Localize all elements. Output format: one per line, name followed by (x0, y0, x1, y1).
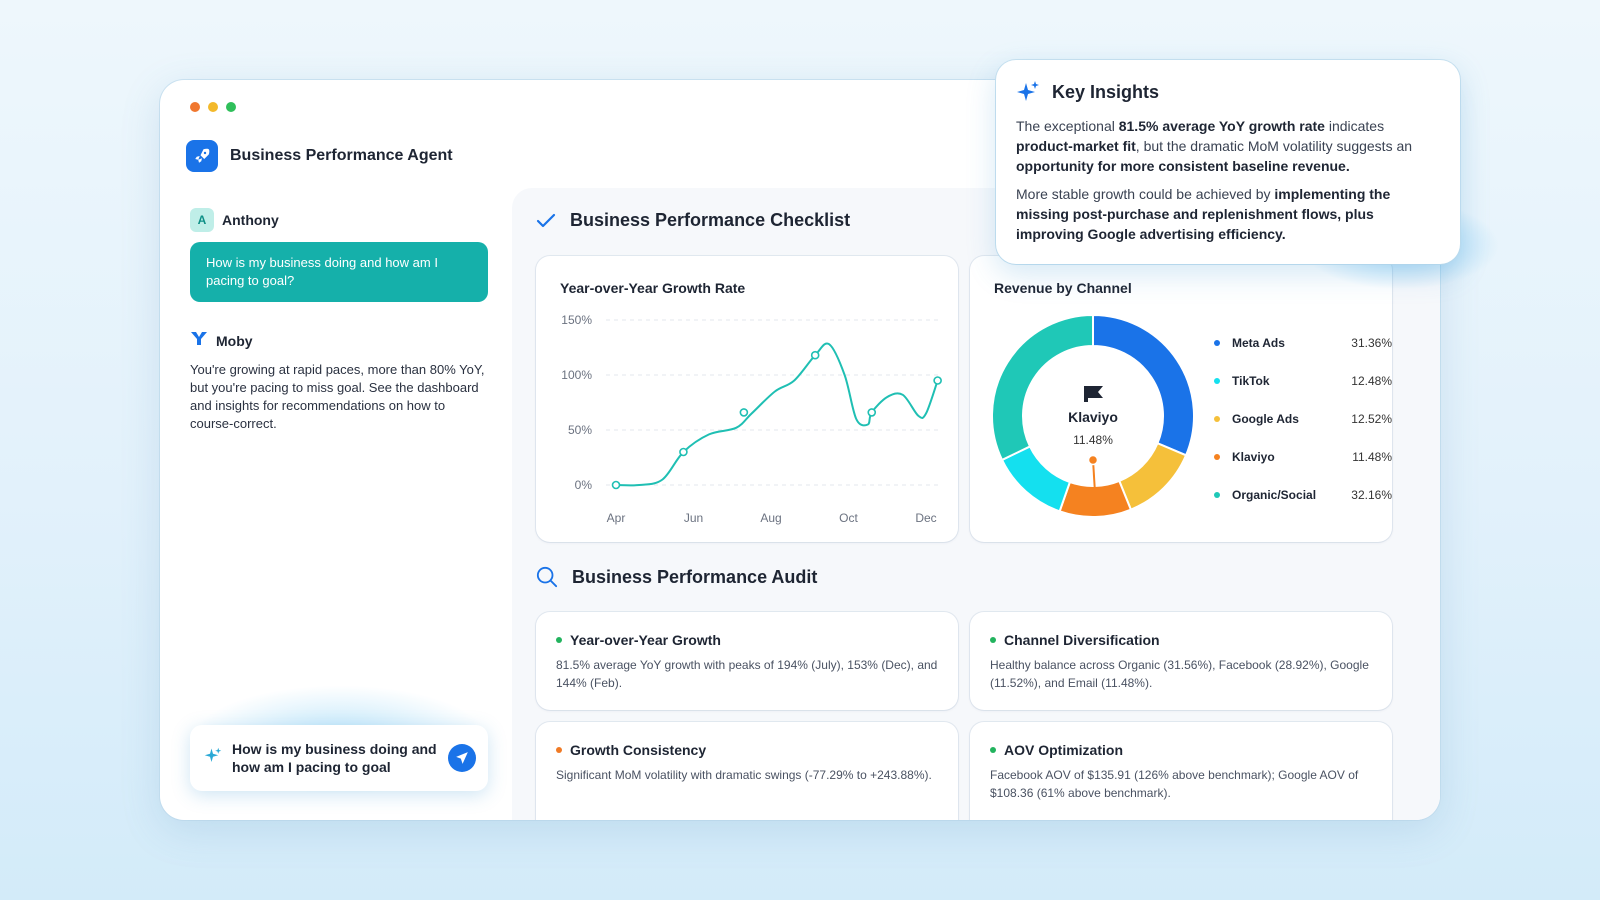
x-tick-label: Jun (684, 511, 703, 525)
user-message: How is my business doing and how am I pa… (190, 242, 488, 302)
growth-series-line (615, 342, 939, 487)
highlight-dot (1087, 454, 1099, 466)
audit-heading: Business Performance Audit (536, 566, 817, 588)
audit-item-title: Channel Diversification (1004, 632, 1160, 648)
prompt-input[interactable]: How is my business doing and how am I pa… (190, 725, 488, 791)
audit-card-yoy: Year-over-Year Growth 81.5% average YoY … (536, 612, 958, 710)
bot-message: You're growing at rapid paces, more than… (190, 362, 485, 431)
legend-label: Meta Ads (1232, 336, 1285, 350)
status-dot (990, 637, 996, 643)
checkmark-icon (536, 213, 556, 227)
legend-item[interactable]: Google Ads 12.52% (1214, 412, 1392, 426)
legend-value: 11.48% (1352, 450, 1392, 464)
bot-header: Moby (190, 330, 490, 351)
sparkle-icon (204, 747, 222, 770)
bot-name: Moby (216, 332, 253, 349)
audit-item-body: Healthy balance across Organic (31.56%),… (990, 658, 1369, 690)
user-header: A Anthony (190, 208, 490, 232)
data-point[interactable] (867, 408, 877, 417)
y-tick-label: 50% (568, 423, 592, 437)
maximize-dot[interactable] (226, 102, 236, 112)
prompt-text[interactable]: How is my business doing and how am I pa… (232, 741, 437, 775)
channel-donut-chart: Klaviyo 11.48% (991, 313, 1195, 518)
x-tick-label: Aug (760, 511, 781, 525)
legend-item[interactable]: Meta Ads 31.36% (1214, 336, 1392, 350)
moby-logo-icon (190, 330, 208, 351)
donut-center-label: Klaviyo (1068, 409, 1118, 425)
chat-panel: A Anthony How is my business doing and h… (190, 208, 490, 433)
send-icon (456, 752, 468, 764)
legend-value: 31.36% (1351, 336, 1392, 350)
legend-label: Google Ads (1232, 412, 1299, 426)
y-tick-label: 150% (561, 313, 592, 327)
slice-tiktok[interactable] (1000, 445, 1072, 513)
audit-item-body: Facebook AOV of $135.91 (126% above benc… (990, 768, 1359, 800)
data-point[interactable] (810, 350, 820, 360)
legend-value: 12.52% (1351, 412, 1392, 426)
data-point[interactable] (611, 480, 621, 490)
audit-card-aov: AOV Optimization Facebook AOV of $135.91… (970, 722, 1392, 820)
status-dot (990, 747, 996, 753)
insight-paragraph-1: The exceptional 81.5% average YoY growth… (1016, 118, 1413, 174)
y-tick-label: 0% (575, 478, 593, 492)
checklist-title: Business Performance Checklist (570, 210, 851, 230)
minimize-dot[interactable] (208, 102, 218, 112)
send-button[interactable] (448, 744, 476, 772)
audit-card-channel: Channel Diversification Healthy balance … (970, 612, 1392, 710)
audit-item-body: Significant MoM volatility with dramatic… (556, 768, 932, 782)
legend-label: TikTok (1232, 374, 1270, 388)
user-name: Anthony (222, 212, 279, 228)
channel-revenue-card: Revenue by Channel Klaviyo 11.48% Meta Ad… (970, 256, 1392, 542)
insight-paragraph-2: More stable growth could be achieved by … (1016, 186, 1391, 242)
channel-chart-title: Revenue by Channel (994, 280, 1132, 296)
agent-title: Business Performance Agent (230, 147, 453, 164)
legend-item[interactable]: Organic/Social 32.16% (1214, 488, 1392, 502)
window-controls (190, 102, 236, 112)
x-tick-label: Apr (607, 511, 626, 525)
checklist-heading: Business Performance Checklist (536, 210, 850, 231)
legend-label: Organic/Social (1232, 488, 1317, 502)
legend-swatch (1214, 492, 1220, 498)
flag-icon (1084, 386, 1103, 402)
legend-value: 32.16% (1351, 488, 1392, 502)
y-tick-label: 100% (561, 368, 592, 382)
donut-center-value: 11.48% (1073, 433, 1113, 447)
data-point[interactable] (739, 408, 749, 417)
audit-item-title: Year-over-Year Growth (570, 632, 721, 648)
legend-swatch (1214, 340, 1220, 346)
legend-swatch (1214, 454, 1220, 460)
audit-title: Business Performance Audit (572, 566, 818, 587)
insights-title: Key Insights (1052, 81, 1160, 102)
data-point[interactable] (933, 376, 942, 385)
status-dot (556, 637, 562, 643)
slice-google-ads[interactable] (1117, 441, 1188, 511)
yoy-growth-card: Year-over-Year Growth Rate 0% 50% 100% 150%… (536, 256, 958, 542)
legend-label: Klaviyo (1232, 450, 1275, 464)
legend-item[interactable]: TikTok 12.48% (1214, 374, 1392, 388)
legend-swatch (1214, 416, 1220, 422)
audit-card-consistency: Growth Consistency Significant MoM volat… (536, 722, 958, 820)
slice-organic-social[interactable] (991, 313, 1094, 462)
legend-item[interactable]: Klaviyo 11.48% (1214, 450, 1392, 464)
x-tick-label: Dec (915, 511, 936, 525)
sparkle-icon (1017, 81, 1039, 101)
yoy-line-chart: 0% 50% 100% 150% Apr Jun Aug Oct Dec (561, 313, 942, 525)
agent-header: Business Performance Agent (186, 140, 453, 172)
audit-item-title: AOV Optimization (1004, 742, 1123, 758)
x-tick-label: Oct (839, 511, 858, 525)
search-icon (536, 566, 558, 588)
status-dot (556, 747, 562, 753)
dashboard-panel: Business Performance Checklist Year-over… (512, 188, 1440, 820)
user-avatar: A (190, 208, 214, 232)
legend-swatch (1214, 378, 1220, 384)
audit-item-body: 81.5% average YoY growth with peaks of 1… (556, 658, 938, 690)
close-dot[interactable] (190, 102, 200, 112)
legend-value: 12.48% (1351, 374, 1392, 388)
insights-header: Key Insights (1016, 80, 1440, 104)
audit-item-title: Growth Consistency (570, 742, 707, 758)
data-point[interactable] (679, 447, 688, 457)
rocket-icon (186, 140, 218, 172)
yoy-chart-title: Year-over-Year Growth Rate (560, 280, 746, 296)
key-insights-card: Key Insights The exceptional 81.5% avera… (996, 60, 1460, 264)
